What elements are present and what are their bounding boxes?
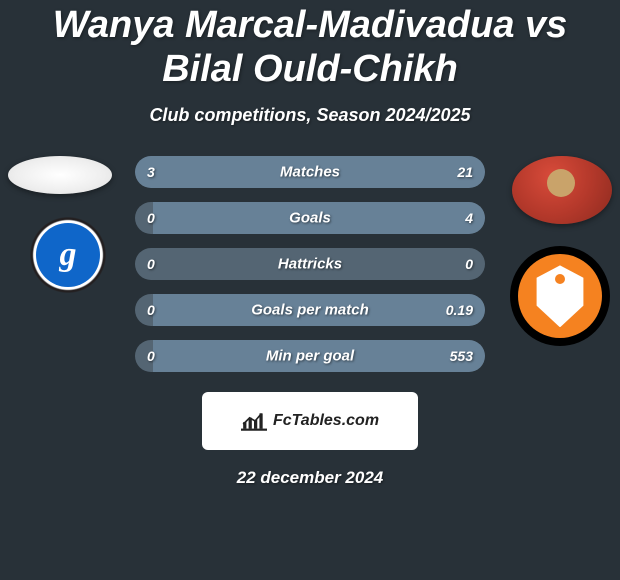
stat-row: 0 553 Min per goal (135, 340, 485, 372)
stat-label: Goals per match (251, 302, 369, 319)
stat-value-left: 0 (147, 256, 155, 272)
player-right-avatar (512, 156, 612, 224)
stat-value-left: 0 (147, 348, 155, 364)
stat-value-left: 0 (147, 302, 155, 318)
stat-label: Hattricks (278, 256, 342, 273)
club-right-badge (510, 246, 610, 346)
stat-value-right: 553 (450, 348, 473, 364)
stat-value-left: 0 (147, 210, 155, 226)
stat-value-right: 0 (465, 256, 473, 272)
snapshot-date: 22 december 2024 (0, 468, 620, 488)
stat-row: 0 0 Hattricks (135, 248, 485, 280)
stat-label: Goals (289, 210, 331, 227)
stat-value-right: 4 (465, 210, 473, 226)
barchart-icon (241, 411, 267, 431)
brand-badge: FcTables.com (202, 392, 418, 450)
club-right-badge-inner (518, 254, 602, 338)
comparison-arena: g 3 21 Matches 0 4 Goals 0 0 Hattricks 0 0.19 Goals… (0, 156, 620, 372)
comparison-title: Wanya Marcal-Madivadua vs Bilal Ould-Chi… (0, 0, 620, 91)
stat-row: 0 4 Goals (135, 202, 485, 234)
club-left-badge-inner: g (36, 223, 100, 287)
stat-value-left: 3 (147, 164, 155, 180)
player-left-avatar (8, 156, 112, 194)
stat-label: Min per goal (266, 348, 354, 365)
stat-row: 3 21 Matches (135, 156, 485, 188)
stat-row: 0 0.19 Goals per match (135, 294, 485, 326)
comparison-subtitle: Club competitions, Season 2024/2025 (0, 105, 620, 126)
stat-value-right: 21 (457, 164, 473, 180)
stat-label: Matches (280, 164, 340, 181)
stat-value-right: 0.19 (446, 302, 473, 318)
brand-text: FcTables.com (273, 412, 379, 430)
stat-fill-left (135, 156, 177, 188)
club-left-badge: g (18, 212, 118, 298)
stat-bars: 3 21 Matches 0 4 Goals 0 0 Hattricks 0 0.19 Goals p… (135, 156, 485, 372)
